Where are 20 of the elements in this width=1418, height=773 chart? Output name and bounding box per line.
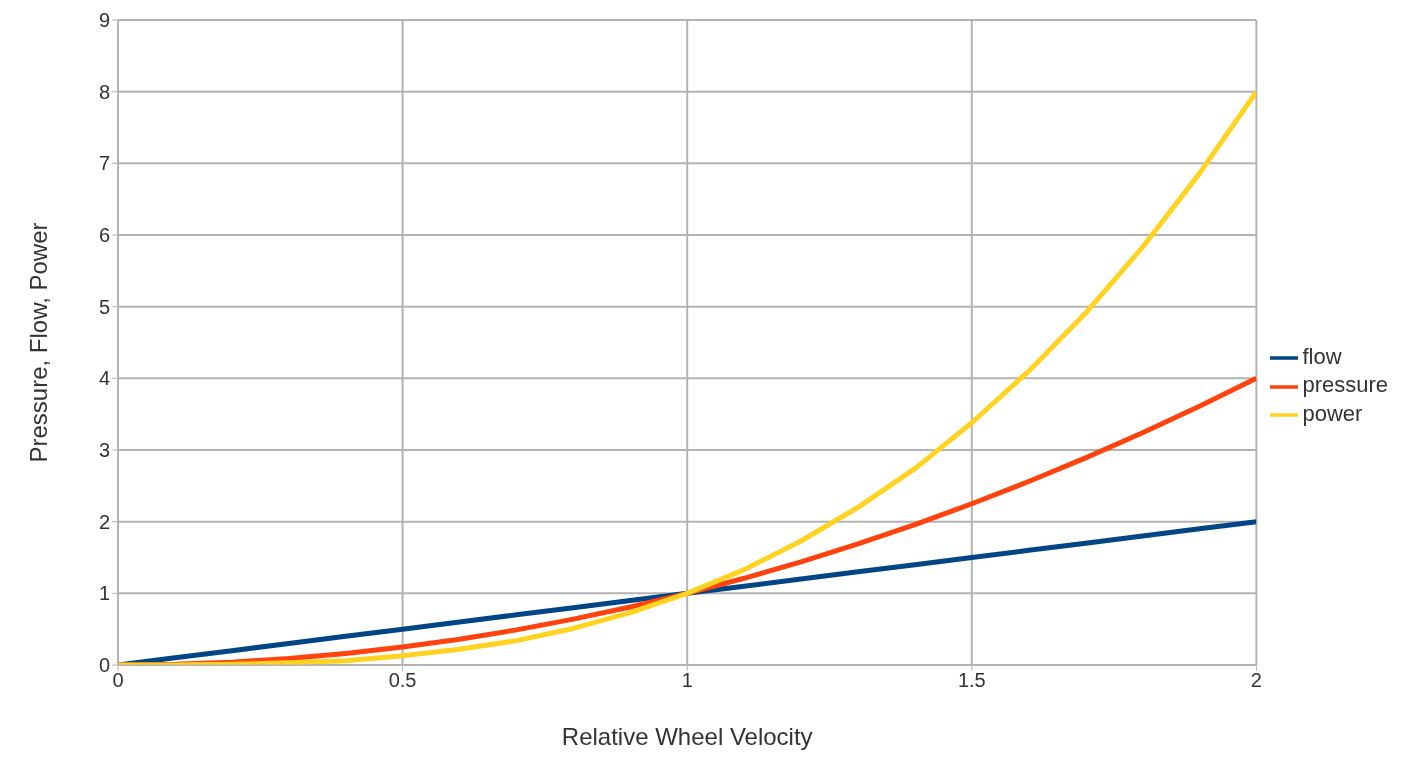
y-axis-title: Pressure, Flow, Power — [24, 222, 52, 463]
y-tick-label: 4 — [98, 367, 110, 390]
x-tick-label: 0 — [112, 669, 124, 692]
y-tick-label: 0 — [98, 654, 110, 677]
y-tick-label: 1 — [98, 582, 110, 605]
x-tick-label: 2 — [1250, 669, 1262, 692]
y-tick-label: 7 — [98, 152, 110, 175]
x-axis-title: Relative Wheel Velocity — [561, 723, 813, 750]
y-tick-label: 9 — [98, 9, 110, 32]
x-tick-label: 1.5 — [957, 669, 986, 692]
y-tick-label: 3 — [98, 439, 110, 462]
legend-label: power — [1302, 400, 1363, 426]
y-tick-label: 5 — [98, 295, 110, 318]
legend-label: pressure — [1302, 372, 1388, 398]
y-tick-label: 6 — [98, 224, 110, 247]
y-tick-label: 2 — [98, 510, 110, 533]
y-tick-label: 8 — [98, 80, 110, 103]
legend-label: flow — [1302, 344, 1342, 370]
x-tick-label: 0.5 — [388, 669, 417, 692]
x-tick-label: 1 — [681, 669, 693, 692]
